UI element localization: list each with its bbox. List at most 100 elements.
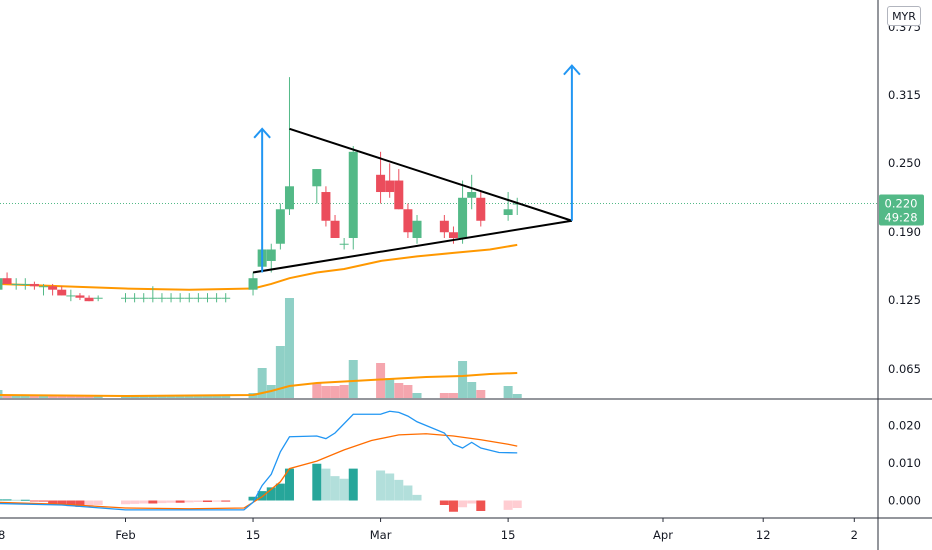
candle[interactable]: [48, 283, 58, 296]
triangle-upper-trendline[interactable]: [289, 127, 573, 222]
candle[interactable]: [339, 237, 349, 250]
volume-bar: [193, 396, 203, 398]
candle[interactable]: [512, 197, 522, 216]
volume-bar: [57, 396, 67, 398]
candle-body: [184, 297, 194, 299]
candle[interactable]: [476, 192, 486, 227]
candle[interactable]: [221, 293, 231, 303]
candle[interactable]: [330, 215, 340, 238]
drawing-annotations[interactable]: [252, 64, 581, 274]
macd-histogram-bar: [93, 500, 103, 505]
time-tick-label: Apr: [653, 528, 673, 542]
volume-bar: [121, 396, 130, 398]
candle[interactable]: [57, 286, 67, 296]
candle[interactable]: [275, 203, 285, 250]
candle[interactable]: [467, 174, 477, 210]
candle[interactable]: [20, 278, 30, 290]
candle[interactable]: [39, 283, 49, 296]
macd-histogram-bar: [257, 491, 267, 501]
time-tick-label: Feb: [115, 528, 135, 542]
candle-body: [385, 180, 395, 193]
candle[interactable]: [212, 293, 222, 303]
candle[interactable]: [139, 293, 149, 303]
currency-badge[interactable]: MYR: [887, 6, 921, 26]
candle-body: [503, 209, 513, 216]
candle[interactable]: [394, 169, 404, 210]
candle[interactable]: [412, 215, 422, 244]
bar-countdown: 49:28: [884, 211, 917, 225]
candle[interactable]: [166, 293, 176, 303]
candle[interactable]: [312, 169, 322, 204]
macd-histogram-bar: [121, 500, 130, 505]
candle[interactable]: [376, 151, 386, 204]
candle-body: [476, 197, 486, 221]
candle[interactable]: [193, 293, 203, 303]
signal-line: [0, 433, 518, 510]
time-tick-label: 12: [756, 528, 771, 542]
triangle-lower-trendline[interactable]: [252, 219, 573, 274]
volume-bar: [0, 390, 3, 398]
candle-body: [157, 297, 167, 299]
candle-body: [29, 283, 39, 287]
candle[interactable]: [184, 293, 194, 303]
candle-body: [48, 286, 58, 290]
candle[interactable]: [321, 186, 331, 227]
candle[interactable]: [0, 272, 3, 295]
candle[interactable]: [130, 293, 140, 303]
candle-body: [266, 249, 276, 261]
macd-tick-label: 0.010: [888, 456, 921, 470]
macd-histogram-bar: [202, 500, 212, 502]
candle[interactable]: [266, 243, 276, 273]
candle[interactable]: [121, 293, 130, 303]
candle[interactable]: [29, 281, 39, 290]
macd-histogram-bar: [39, 500, 49, 502]
candle[interactable]: [11, 278, 21, 290]
macd-histogram-bar: [20, 499, 30, 501]
candle[interactable]: [439, 215, 449, 238]
candle[interactable]: [348, 146, 358, 250]
candle[interactable]: [403, 203, 413, 238]
time-tick-label: Mar: [370, 528, 392, 542]
candle[interactable]: [2, 272, 12, 284]
candle[interactable]: [75, 293, 85, 301]
breakout-arrow[interactable]: [253, 127, 271, 273]
price-pane[interactable]: [0, 77, 878, 303]
volume-bar: [321, 386, 331, 398]
candle[interactable]: [248, 272, 258, 296]
macd-histogram-bar: [57, 500, 67, 505]
macd-histogram-bar: [376, 470, 386, 501]
candle[interactable]: [202, 293, 212, 303]
candle[interactable]: [385, 163, 395, 198]
candle[interactable]: [175, 293, 185, 303]
candle[interactable]: [157, 293, 167, 303]
last-price-badge: [879, 194, 924, 226]
candle-body: [148, 297, 158, 299]
candle-body: [166, 297, 176, 299]
candle-body: [394, 180, 404, 210]
macd-histogram-bar: [130, 500, 140, 504]
macd-histogram-bar: [175, 500, 185, 503]
volume-bar: [2, 395, 12, 398]
volume-bar: [66, 396, 76, 398]
candle[interactable]: [503, 192, 513, 221]
candle[interactable]: [93, 295, 103, 302]
candle[interactable]: [84, 295, 94, 302]
macd-histogram-bar: [403, 485, 413, 501]
breakout-arrow[interactable]: [563, 64, 581, 221]
volume-bar: [467, 382, 477, 398]
candle-body: [376, 174, 386, 193]
candle[interactable]: [66, 289, 76, 302]
volume-bar: [148, 396, 158, 398]
volume-bar: [75, 396, 85, 398]
volume-bar: [257, 368, 267, 398]
candle[interactable]: [458, 180, 468, 244]
volume-bar: [166, 396, 176, 398]
volume-bar: [503, 386, 513, 398]
macd-pane[interactable]: [0, 410, 522, 512]
candle[interactable]: [284, 77, 294, 216]
volume-bar: [330, 386, 340, 398]
candle[interactable]: [148, 286, 158, 303]
